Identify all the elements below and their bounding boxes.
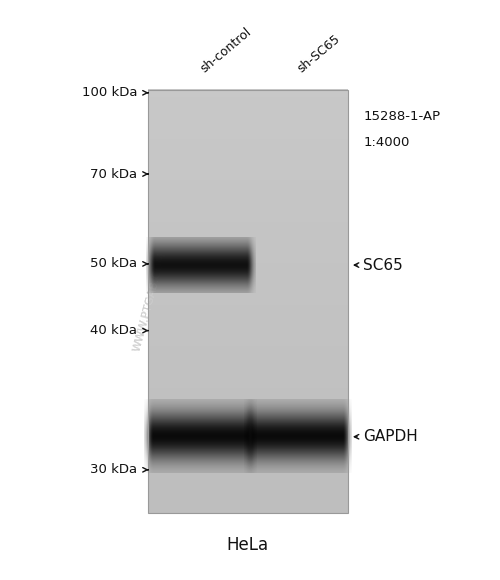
Text: 50 kDa: 50 kDa — [90, 258, 138, 270]
Text: 15288-1-AP: 15288-1-AP — [364, 110, 440, 122]
Text: sh-control: sh-control — [198, 26, 254, 75]
Text: GAPDH: GAPDH — [364, 429, 418, 444]
Text: WWW.PTGAB.COM: WWW.PTGAB.COM — [132, 251, 168, 353]
Text: WWW.PTGAB.COM: WWW.PTGAB.COM — [132, 251, 168, 353]
Text: WWW.PTGAB.COM: WWW.PTGAB.COM — [132, 251, 168, 353]
Text: 1:4000: 1:4000 — [364, 136, 410, 148]
Text: 40 kDa: 40 kDa — [90, 324, 138, 337]
Text: sh-SC65: sh-SC65 — [295, 32, 343, 75]
Text: 100 kDa: 100 kDa — [82, 86, 138, 99]
Bar — [148, 90, 348, 513]
Text: 30 kDa: 30 kDa — [90, 463, 138, 476]
Text: HeLa: HeLa — [226, 536, 268, 554]
Text: 70 kDa: 70 kDa — [90, 168, 138, 180]
Text: SC65: SC65 — [364, 258, 403, 273]
